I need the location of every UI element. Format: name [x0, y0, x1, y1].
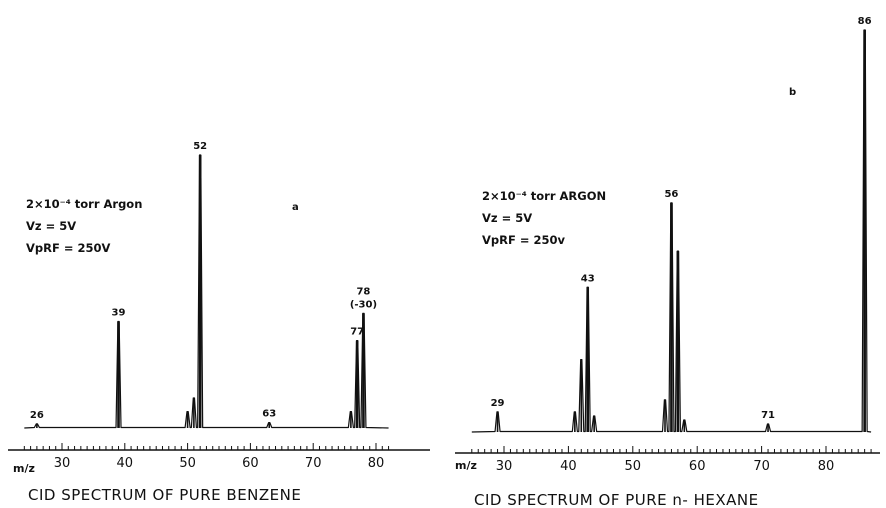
peak-label-86: 86 [858, 16, 872, 27]
x-tick-label-50: 50 [179, 456, 196, 471]
peak-sublabel-78: (-30) [350, 299, 377, 310]
spectrum-panel-a: 26 39 52 63 77 78 (-30) 30 40 50 60 70 80 m/z 2×10⁻⁴ t… [8, 141, 430, 504]
spectrum-trace [24, 154, 389, 429]
peak-label-77: 77 [350, 327, 364, 338]
condition-line: VpRF = 250v [482, 233, 565, 247]
condition-line: Vz = 5V [26, 219, 76, 233]
condition-line: 2×10⁻⁴ torr Argon [26, 197, 142, 211]
condition-line: VpRF = 250V [26, 241, 110, 255]
panel-letter: b [789, 87, 796, 98]
x-tick-label-60: 60 [689, 459, 706, 474]
x-tick-label-80: 80 [818, 459, 835, 474]
peak-label-26: 26 [30, 410, 44, 421]
peak-label-29: 29 [491, 398, 505, 409]
x-axis-label: m/z [13, 462, 35, 475]
x-tick-label-40: 40 [560, 459, 577, 474]
x-tick-label-40: 40 [117, 456, 134, 471]
condition-line: 2×10⁻⁴ torr ARGON [482, 189, 606, 203]
panel-caption: CID SPECTRUM OF PURE n- HEXANE [474, 491, 759, 508]
peak-label-63: 63 [262, 409, 276, 420]
condition-line: Vz = 5V [482, 211, 532, 225]
panel-letter: a [292, 202, 299, 213]
peak-label-43: 43 [581, 273, 595, 284]
peak-label-71: 71 [761, 410, 775, 421]
x-tick-label-30: 30 [54, 456, 71, 471]
peak-label-52: 52 [193, 141, 207, 152]
x-tick-label-80: 80 [368, 456, 385, 471]
peak-label-56: 56 [664, 189, 678, 200]
x-tick-label-60: 60 [242, 456, 259, 471]
x-axis-label: m/z [455, 459, 477, 472]
x-tick-label-70: 70 [305, 456, 322, 471]
spectrum-panel-b: 29 43 56 71 86 30 40 50 60 70 80 m/z 2×10⁻⁴ torr ARG… [455, 16, 880, 508]
x-tick-label-70: 70 [753, 459, 770, 474]
x-tick-label-30: 30 [496, 459, 513, 474]
x-tick-label-50: 50 [625, 459, 642, 474]
peak-label-39: 39 [112, 308, 126, 319]
peak-label-78: 78 [356, 286, 370, 297]
panel-caption: CID SPECTRUM OF PURE BENZENE [28, 486, 301, 504]
